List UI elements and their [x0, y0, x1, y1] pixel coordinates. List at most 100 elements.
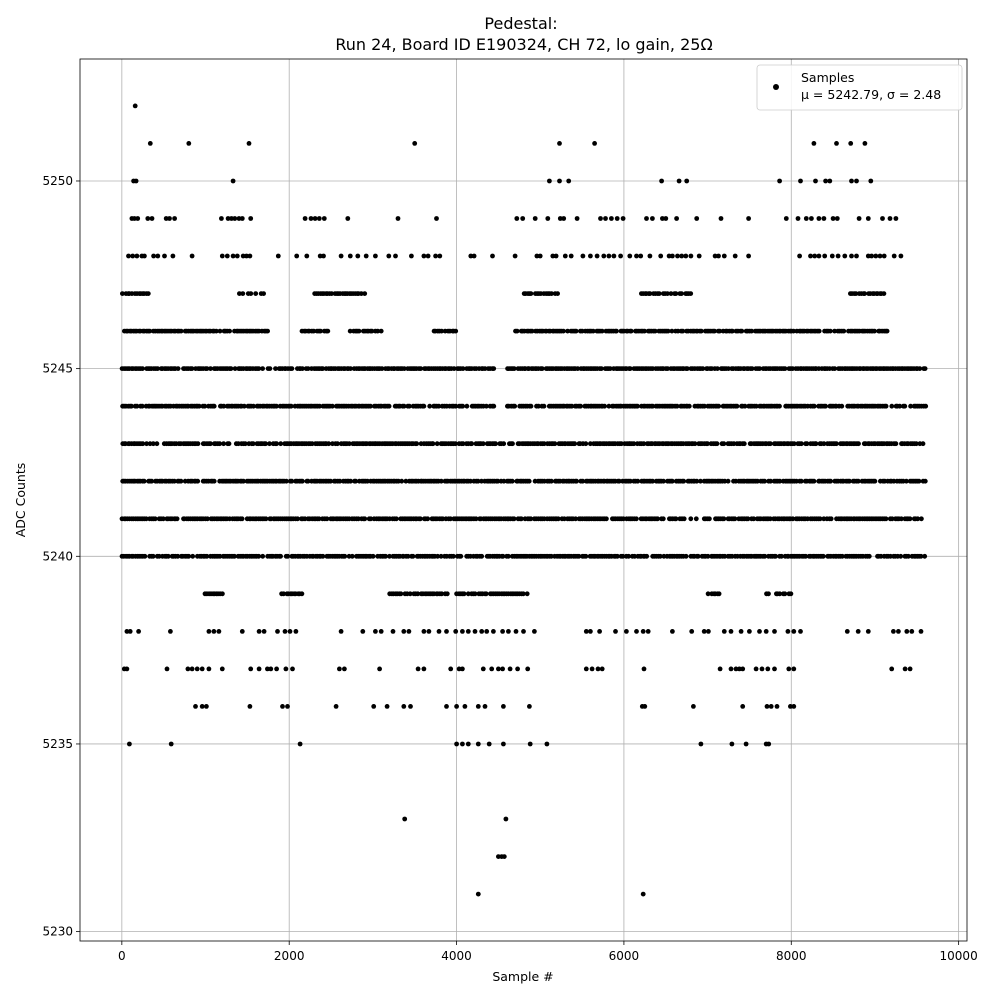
data-point [920, 441, 926, 447]
data-point [514, 328, 520, 334]
data-point [512, 253, 518, 259]
data-point [275, 253, 281, 259]
data-point [827, 178, 833, 184]
data-point [588, 629, 593, 634]
data-point [640, 629, 646, 634]
data-point [439, 328, 444, 334]
data-point [569, 403, 575, 409]
data-point [347, 253, 353, 259]
data-point [230, 178, 236, 184]
data-point [386, 403, 392, 409]
data-point [694, 216, 700, 221]
data-point [260, 366, 265, 371]
data-point [349, 553, 355, 559]
data-point [757, 366, 762, 371]
data-point [524, 591, 530, 597]
data-point [453, 403, 459, 409]
data-point [763, 629, 769, 634]
data-point [732, 516, 738, 522]
data-point [615, 553, 620, 559]
data-point [149, 216, 155, 221]
data-point [627, 366, 633, 371]
data-point [702, 403, 707, 409]
data-point [762, 478, 767, 484]
data-point [345, 216, 351, 221]
data-point [482, 366, 488, 371]
data-point [670, 629, 675, 634]
data-point [309, 441, 315, 447]
data-point [175, 366, 181, 371]
data-point [798, 629, 803, 634]
data-point [436, 629, 442, 634]
data-point [393, 253, 398, 259]
data-point [493, 441, 498, 447]
data-point [472, 629, 478, 634]
data-point [790, 516, 796, 522]
data-point [832, 328, 837, 334]
data-point [616, 478, 622, 484]
data-point [156, 553, 162, 559]
data-point [311, 328, 317, 334]
data-point [830, 216, 836, 221]
data-point [263, 516, 269, 522]
data-point [433, 253, 438, 259]
data-point [189, 253, 195, 259]
data-point [460, 441, 466, 447]
data-point [145, 216, 151, 221]
data-point [241, 403, 247, 409]
data-point [299, 591, 305, 597]
data-point [644, 553, 650, 559]
data-point [401, 629, 407, 634]
data-point [195, 478, 201, 484]
data-point [737, 666, 742, 672]
data-point [124, 666, 130, 672]
data-point [402, 816, 408, 822]
data-point [501, 854, 507, 859]
data-point [300, 478, 305, 484]
data-point [730, 328, 735, 334]
data-point [132, 216, 137, 221]
data-point [251, 403, 256, 409]
data-point [325, 328, 331, 334]
data-point [589, 666, 595, 672]
data-point [407, 591, 413, 597]
data-point [877, 253, 883, 259]
data-point [618, 253, 623, 259]
data-point [663, 216, 669, 221]
data-point [594, 253, 600, 259]
data-point [897, 403, 903, 409]
data-point [855, 629, 861, 634]
data-point [321, 253, 326, 259]
data-point [717, 666, 723, 672]
data-point [786, 666, 792, 672]
data-point [401, 366, 407, 371]
data-point [647, 291, 653, 296]
data-point [580, 253, 586, 259]
data-point [353, 478, 359, 484]
data-point [124, 629, 130, 634]
data-point [777, 178, 782, 184]
data-point [561, 216, 567, 221]
data-point [544, 741, 550, 747]
data-point [599, 666, 605, 672]
x-tick-label: 6000 [609, 949, 640, 963]
data-point [421, 403, 427, 409]
data-point [211, 478, 217, 484]
data-point [326, 441, 332, 447]
data-point [482, 704, 488, 709]
data-point [285, 704, 290, 709]
data-point [185, 666, 191, 672]
data-point [691, 704, 696, 709]
data-point [733, 666, 739, 672]
data-point [469, 441, 475, 447]
data-point [655, 516, 660, 522]
data-point [693, 516, 699, 522]
data-point [237, 291, 242, 296]
data-point [566, 178, 572, 184]
data-point [126, 253, 131, 259]
data-point [674, 216, 679, 221]
data-point [472, 591, 478, 597]
data-point [767, 516, 773, 522]
data-point [742, 403, 748, 409]
data-point [390, 629, 396, 634]
